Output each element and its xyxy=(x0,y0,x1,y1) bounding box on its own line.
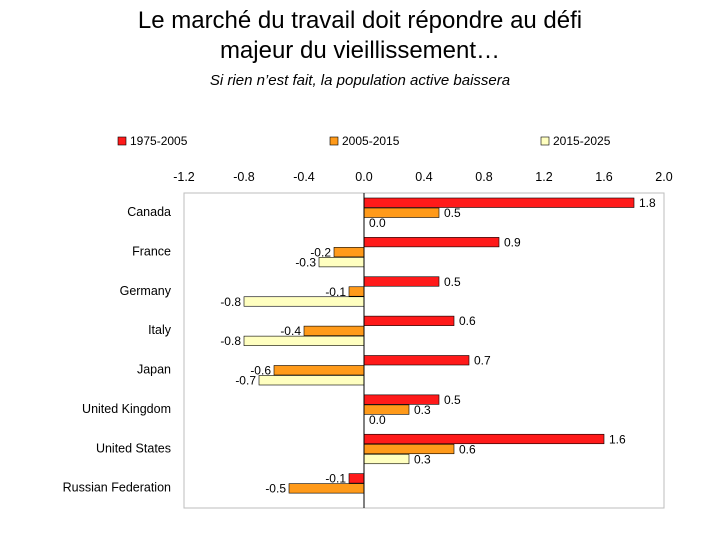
category-label: United States xyxy=(96,441,171,455)
data-label: 0.9 xyxy=(504,235,521,249)
data-label: -0.1 xyxy=(325,472,346,486)
legend-swatch-0 xyxy=(117,136,127,146)
category-label: Canada xyxy=(127,205,171,219)
data-label: 0.7 xyxy=(474,354,491,368)
data-label: -0.5 xyxy=(265,482,286,496)
data-label: 0.3 xyxy=(414,403,431,417)
bar-1975-2005 xyxy=(348,473,365,484)
category-label: Germany xyxy=(120,284,172,298)
bar-1975-2005 xyxy=(363,197,635,208)
bar-2015-2025 xyxy=(243,335,365,346)
bar-1975-2005 xyxy=(363,315,455,326)
category-label: Japan xyxy=(137,363,171,377)
legend-swatch-2 xyxy=(540,136,550,146)
category-labels: Canada France Germany Italy Japan United King… xyxy=(63,205,172,495)
category-label: United Kingdom xyxy=(82,402,171,416)
x-tick-label: 2.0 xyxy=(655,170,672,184)
data-label: 0.5 xyxy=(444,393,461,407)
legend: 1975-2005 2005-2015 2015-2025 xyxy=(117,134,611,148)
data-label: 0.6 xyxy=(459,442,476,456)
category-label: France xyxy=(132,244,171,258)
x-tick-label: 0.8 xyxy=(475,170,492,184)
x-tick-label: 1.2 xyxy=(535,170,552,184)
data-label: -0.1 xyxy=(325,285,346,299)
data-label: 0.5 xyxy=(444,275,461,289)
bar-2015-2025 xyxy=(363,453,410,465)
legend-label-1: 2005-2015 xyxy=(342,134,400,148)
bar-2005-2015 xyxy=(363,443,455,455)
bar-2015-2025 xyxy=(243,296,365,307)
data-label: 0.6 xyxy=(459,314,476,328)
chart-title: Le marché du travail doit répondre au dé… xyxy=(0,6,720,66)
bars: 1.8 0.5 0.0 0.9 -0.2-0.3 0.5 -0.1 -0.8 0.6 -0.4 -0… xyxy=(220,196,656,496)
bar-1975-2005 xyxy=(363,355,470,366)
bar-2005-2015 xyxy=(273,365,365,376)
chart-subtitle: Si rien n’est fait, la population active… xyxy=(209,72,511,89)
bar-1975-2005 xyxy=(363,433,605,445)
plot-area xyxy=(183,192,665,509)
bar-1975-2005 xyxy=(363,237,500,248)
x-tick-label: -1.2 xyxy=(173,170,195,184)
data-label: -0.8 xyxy=(220,334,241,348)
category-label: Russian Federation xyxy=(63,481,171,495)
bar-2005-2015 xyxy=(333,247,365,258)
bar-2015-2025 xyxy=(318,257,365,268)
data-label: 1.8 xyxy=(639,196,656,210)
x-tick-label: 1.6 xyxy=(595,170,612,184)
x-tick-label: -0.8 xyxy=(233,170,255,184)
bar-2005-2015 xyxy=(348,286,365,297)
x-tick-label: 0.4 xyxy=(415,170,432,184)
legend-label-2: 2015-2025 xyxy=(553,134,611,148)
data-label: -0.7 xyxy=(235,374,256,388)
data-label: -0.3 xyxy=(295,255,316,269)
bar-1975-2005 xyxy=(363,276,440,287)
title-line-2: majeur du vieillissement… xyxy=(219,37,501,64)
bar-2005-2015 xyxy=(288,483,365,494)
category-label: Italy xyxy=(148,323,172,337)
data-label: -0.6 xyxy=(250,364,271,378)
data-label: 0.0 xyxy=(369,216,386,230)
legend-swatch-1 xyxy=(329,136,339,146)
title-line-1: Le marché du travail doit répondre au dé… xyxy=(137,7,583,34)
data-label: 0.3 xyxy=(414,452,431,466)
x-axis-ticks: -1.2 -0.8 -0.4 0.0 0.4 0.8 1.2 1.6 2.0 xyxy=(173,170,673,184)
bar-2005-2015 xyxy=(303,325,365,336)
data-label: 0.0 xyxy=(369,413,386,427)
x-tick-label: 0.0 xyxy=(355,170,372,184)
legend-label-0: 1975-2005 xyxy=(130,134,188,148)
data-label: 1.6 xyxy=(609,432,626,446)
data-label: 0.5 xyxy=(444,206,461,220)
data-label: -0.2 xyxy=(310,245,331,259)
x-tick-label: -0.4 xyxy=(293,170,315,184)
bar-2015-2025 xyxy=(258,375,365,386)
data-label: -0.8 xyxy=(220,295,241,309)
data-label: -0.4 xyxy=(280,324,301,338)
